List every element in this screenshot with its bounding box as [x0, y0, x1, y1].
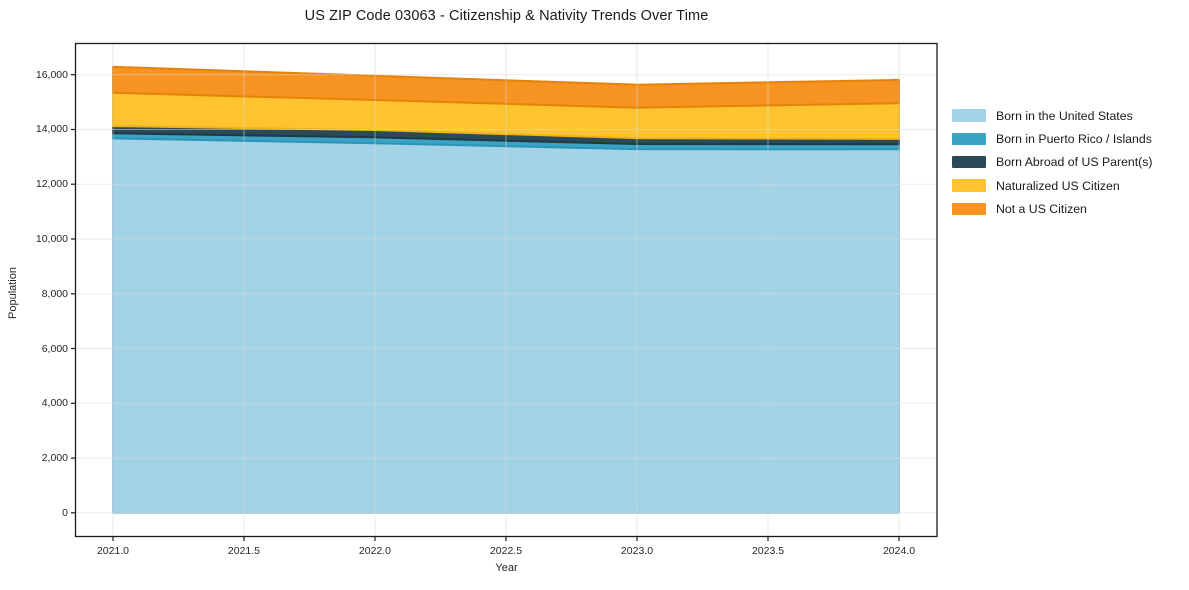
- x-tick-label: 2024.0: [882, 545, 916, 557]
- legend-swatch-icon: [952, 109, 986, 122]
- x-tick-label: 2022.0: [358, 545, 392, 557]
- legend-entry-born-abroad-of-us-parent-s: Born Abroad of US Parent(s): [952, 151, 1153, 174]
- y-tick-label: 8,000: [41, 287, 68, 300]
- legend-swatch-icon: [952, 155, 986, 169]
- y-tick-label: 2,000: [41, 452, 68, 465]
- y-tick-label: 4,000: [41, 397, 68, 410]
- x-tick-label: 2021.0: [96, 545, 130, 557]
- y-tick-label: 14,000: [35, 123, 68, 136]
- x-tick-label: 2022.5: [489, 545, 523, 557]
- y-tick-label: 10,000: [35, 233, 68, 245]
- legend-label: Born in the United States: [996, 108, 1133, 123]
- x-tick-label: 2023.0: [620, 545, 654, 557]
- legend: Born in the United States Born in Puerto …: [952, 104, 1153, 220]
- legend-swatch-icon: [952, 202, 986, 216]
- legend-entry-not-a-us-citizen: Not a US Citizen: [952, 197, 1153, 220]
- legend-label: Naturalized US Citizen: [996, 178, 1120, 193]
- legend-entry-born-in-the-united-states: Born in the United States: [952, 104, 1153, 127]
- y-tick-label: 16,000: [35, 68, 68, 81]
- y-tick-label: 0: [62, 506, 68, 519]
- legend-entry-naturalized-us-citizen: Naturalized US Citizen: [952, 174, 1153, 197]
- chart-title: US ZIP Code 03063 - Citizenship & Nativi…: [304, 8, 709, 24]
- y-tick-label: 12,000: [35, 178, 68, 191]
- legend-entry-born-in-puerto-rico-islands: Born in Puerto Rico / Islands: [952, 127, 1153, 150]
- legend-label: Born Abroad of US Parent(s): [996, 155, 1153, 170]
- legend-label: Not a US Citizen: [996, 201, 1087, 216]
- x-axis-label: Year: [495, 562, 518, 574]
- y-tick-label: 6,000: [41, 342, 68, 355]
- x-tick-label: 2023.5: [751, 545, 785, 557]
- legend-swatch-icon: [952, 179, 986, 192]
- x-tick-label: 2021.5: [227, 545, 261, 557]
- legend-label: Born in Puerto Rico / Islands: [996, 131, 1152, 146]
- legend-swatch-icon: [952, 132, 986, 146]
